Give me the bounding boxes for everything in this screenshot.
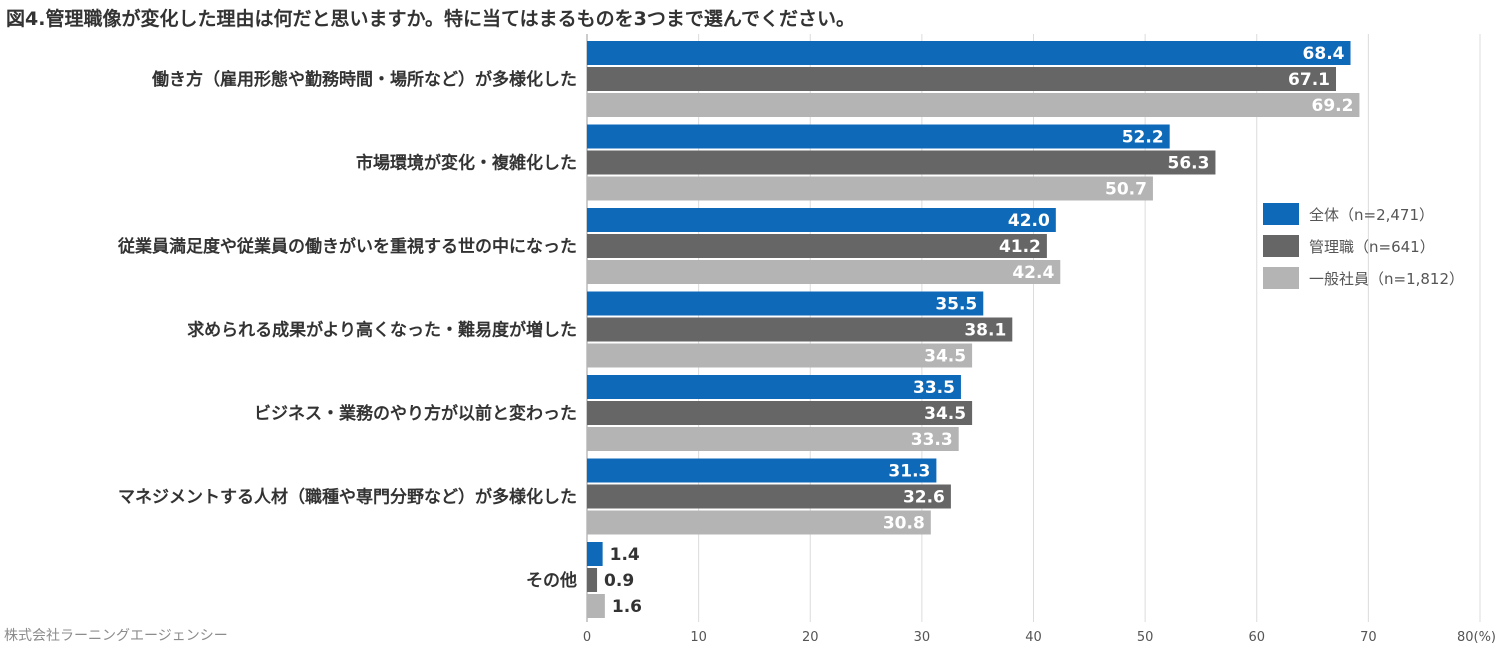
category-label: 働き方（雇用形態や勤務時間・場所など）が多様化した — [151, 69, 577, 90]
category-label: 従業員満足度や従業員の働きがいを重視する世の中になった — [117, 236, 577, 257]
x-tick-label: 30 — [914, 630, 931, 645]
legend-label: 全体（n=2,471） — [1309, 206, 1434, 224]
bar — [587, 375, 961, 399]
category-label: マネジメントする人材（職種や専門分野など）が多様化した — [118, 487, 577, 508]
source-credit: 株式会社ラーニングエージェンシー — [4, 628, 228, 644]
data-label: 1.6 — [612, 597, 642, 617]
bar — [587, 401, 973, 425]
data-label: 1.4 — [610, 545, 640, 565]
bar — [587, 67, 1337, 91]
x-tick-label: 20 — [802, 630, 819, 645]
bar — [587, 458, 937, 483]
bar — [587, 93, 1360, 117]
data-label: 30.8 — [883, 514, 925, 534]
data-label: 68.4 — [1303, 44, 1345, 64]
label-layer: 68.4 67.1 69.2 働き方（雇用形態や勤務時間・場所など）が多様化した 52.… — [117, 44, 1353, 617]
data-label: 56.3 — [1167, 154, 1209, 174]
data-label: 67.1 — [1288, 70, 1330, 90]
data-label: 0.9 — [604, 571, 634, 591]
bar — [587, 124, 1170, 149]
bar — [587, 568, 598, 592]
bar — [587, 427, 959, 451]
legend-swatch — [1263, 235, 1299, 257]
data-label: 41.2 — [999, 237, 1041, 257]
bar — [587, 150, 1216, 175]
data-label: 35.5 — [935, 295, 977, 315]
bar — [587, 41, 1351, 65]
category-label: ビジネス・業務のやり方が以前と変わった — [254, 403, 577, 424]
bar — [587, 291, 984, 316]
data-label: 32.6 — [903, 488, 945, 508]
x-tick-label: 10 — [690, 630, 707, 645]
bar — [587, 208, 1056, 232]
chart-title: 図4.管理職像が変化した理由は何だと思いますか。特に当てはまるものを3つまで選ん… — [6, 8, 855, 30]
data-label: 33.3 — [911, 430, 953, 450]
x-tick-label: 70 — [1360, 630, 1377, 645]
x-tick-label: 0 — [583, 630, 591, 645]
data-label: 31.3 — [888, 462, 930, 482]
bar — [587, 343, 973, 368]
category-label: その他 — [526, 570, 577, 591]
category-label: 求められる成果がより高くなった・難易度が増した — [187, 320, 577, 341]
x-tick-label: 80(%) — [1457, 630, 1496, 645]
legend-label: 一般社員（n=1,812） — [1309, 270, 1464, 288]
legend-swatch — [1263, 203, 1299, 225]
data-label: 42.4 — [1012, 263, 1054, 283]
bar — [587, 510, 931, 535]
x-tick-label: 50 — [1137, 630, 1154, 645]
data-label: 38.1 — [964, 321, 1006, 341]
data-label: 34.5 — [924, 347, 966, 367]
category-label: 市場環境が変化・複雑化した — [356, 153, 577, 174]
bar — [587, 260, 1061, 284]
x-tick-label: 40 — [1025, 630, 1042, 645]
data-label: 52.2 — [1122, 128, 1164, 148]
data-label: 69.2 — [1311, 96, 1353, 116]
legend-swatch — [1263, 267, 1299, 289]
bar — [587, 542, 603, 566]
legend: 全体（n=2,471） 管理職（n=641） 一般社員（n=1,812） — [1263, 203, 1464, 289]
legend-label: 管理職（n=641） — [1309, 238, 1435, 256]
data-label: 33.5 — [913, 378, 955, 398]
data-label: 34.5 — [924, 404, 966, 424]
data-label: 50.7 — [1105, 180, 1147, 200]
bar — [587, 234, 1047, 258]
bar — [587, 484, 951, 509]
bar — [587, 594, 605, 618]
bar — [587, 317, 1013, 342]
x-tick-label: 60 — [1248, 630, 1265, 645]
bar-layer — [587, 41, 1360, 618]
data-label: 42.0 — [1008, 211, 1050, 231]
bar — [587, 176, 1153, 201]
